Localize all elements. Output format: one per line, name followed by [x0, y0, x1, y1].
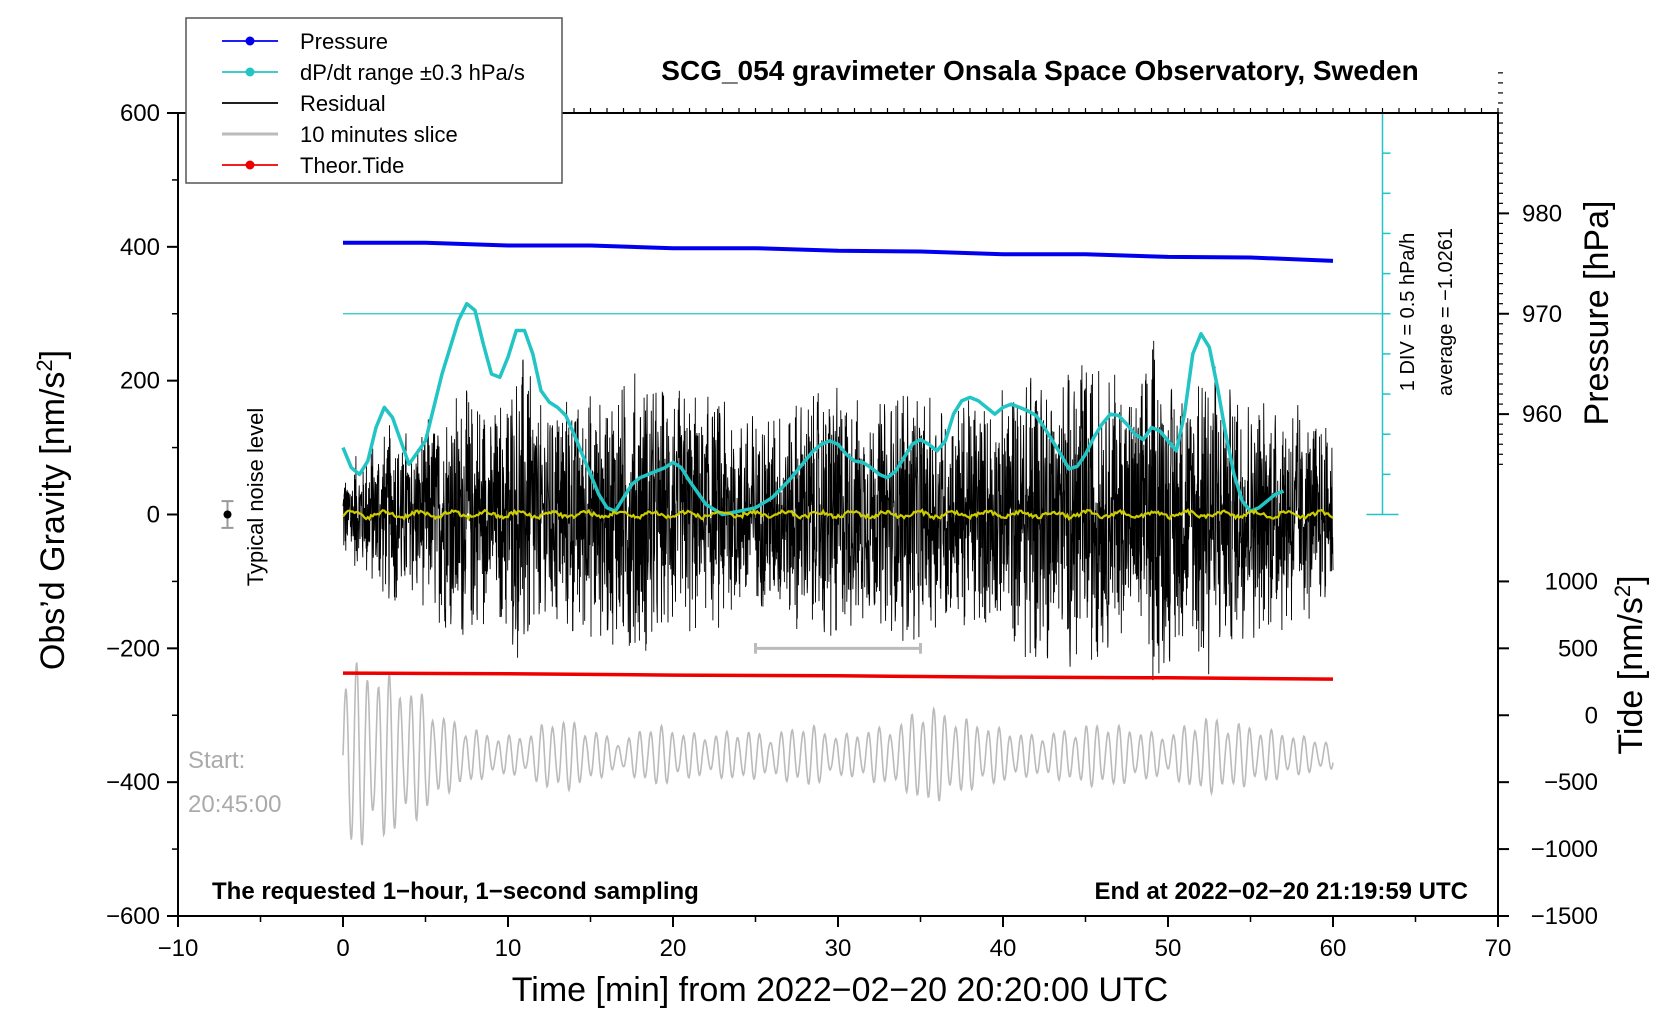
start-time: 20:45:00: [188, 791, 281, 818]
x-tick-label: 50: [1155, 935, 1182, 962]
y-tick-label: 0: [147, 502, 160, 529]
x-tick-label: 40: [990, 935, 1017, 962]
filtered-series-line: [342, 508, 1334, 522]
pressure-series-line: [343, 240, 1334, 263]
legend-label: dP/dt range ±0.3 hPa/s: [300, 60, 525, 85]
note-left: The requested 1−hour, 1−second sampling: [212, 878, 699, 905]
tide-tick-label: 500: [1558, 635, 1598, 662]
legend: Pressure dP/dt range ±0.3 hPa/s Residual 10…: [185, 17, 563, 184]
legend-label: Residual: [300, 91, 386, 116]
dpdt-average-label: average = −1.0261: [1435, 228, 1457, 396]
legend-label: Pressure: [300, 29, 388, 54]
x-tick-label: 60: [1320, 935, 1347, 962]
x-tick-label: −10: [158, 935, 199, 962]
pressure-tick-label: 970: [1522, 301, 1562, 328]
tide-axis-title: Tide [nm/s2]: [1610, 575, 1650, 754]
y-tick-label: −600: [106, 903, 160, 930]
tide-tick-label: −500: [1544, 769, 1598, 796]
legend-marker: [245, 67, 255, 77]
tide-tick-label: −1500: [1531, 903, 1598, 930]
y-tick-label: 400: [120, 234, 160, 261]
dpdt-scale-label: 1 DIV = 0.5 hPa/h: [1397, 233, 1419, 391]
tide-series-line: [342, 671, 1334, 681]
tide-tick-label: −1000: [1531, 836, 1598, 863]
start-label: Start:: [188, 747, 245, 774]
y-tick-label: −400: [106, 769, 160, 796]
series-layer: [221, 240, 1383, 846]
y-tick-label: −200: [106, 635, 160, 662]
y-tick-label: 200: [120, 368, 160, 395]
legend-label: 10 minutes slice: [300, 122, 458, 147]
note-right: End at 2022−02−20 21:19:59 UTC: [1094, 878, 1468, 905]
left-y-axis-title: Obs’d Gravity [nm/s2]: [32, 350, 72, 670]
axes-layer: −10 0 10 20 30 40 50 60 70 600 400 200 0 −200 −400 −600…: [106, 72, 1598, 962]
x-tick-label: 10: [495, 935, 522, 962]
residual-series-line: [342, 340, 1334, 681]
slice-series-line: [342, 662, 1334, 846]
legend-marker: [245, 160, 255, 170]
x-axis-title: Time [min] from 2022−02−20 20:20:00 UTC: [512, 971, 1168, 1009]
tide-tick-label: 0: [1585, 702, 1598, 729]
legend-label: Theor.Tide: [300, 153, 404, 178]
pressure-tick-label: 980: [1522, 200, 1562, 227]
noise-level-label: Typical noise level: [243, 408, 268, 587]
x-tick-label: 20: [660, 935, 687, 962]
tide-tick-label: 1000: [1545, 568, 1598, 595]
legend-box: [185, 17, 563, 184]
noise-point: [223, 510, 232, 519]
chart-title: SCG_054 gravimeter Onsala Space Observat…: [661, 55, 1418, 86]
dpdt-series-line: [341, 301, 1285, 517]
legend-marker: [245, 36, 255, 46]
pressure-tick-label: 960: [1522, 401, 1562, 428]
x-tick-label: 0: [336, 935, 349, 962]
pressure-axis-title: Pressure [hPa]: [1578, 201, 1616, 426]
x-tick-label: 70: [1485, 935, 1512, 962]
y-tick-label: 600: [120, 100, 160, 127]
x-tick-label: 30: [825, 935, 852, 962]
